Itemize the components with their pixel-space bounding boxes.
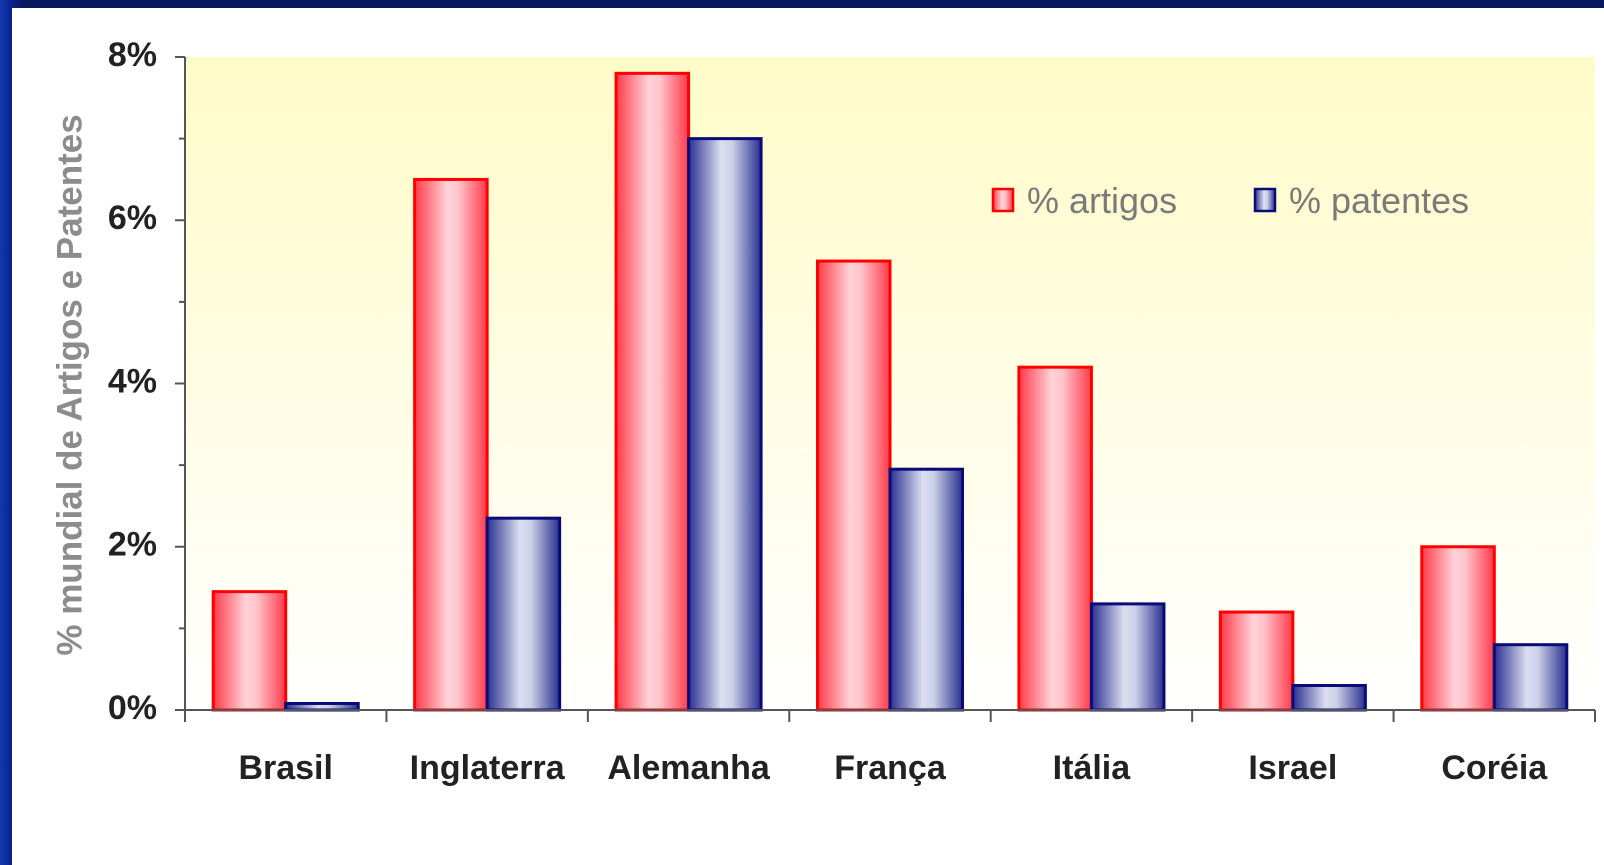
y-tick-label: 6% (108, 199, 157, 237)
category-label: Alemanha (607, 749, 771, 787)
y-tick-label: 4% (108, 362, 157, 400)
legend: % artigos % patentes (991, 180, 1469, 221)
bar-artigos (1017, 365, 1093, 712)
legend-swatch-artigos (991, 187, 1015, 213)
category-label: Israel (1248, 749, 1337, 787)
bar-artigos (413, 177, 489, 712)
bar-artigos (1218, 610, 1295, 712)
bar-artigos (1420, 545, 1496, 712)
y-axis-label: % mundial de Artigos e Patentes (50, 114, 89, 655)
bar-patentes (1291, 684, 1367, 712)
y-tick-label: 2% (108, 526, 157, 564)
category-label: Itália (1053, 749, 1132, 787)
bar-patentes (485, 516, 562, 712)
category-label: Brasil (238, 749, 333, 787)
bar-patentes (687, 137, 763, 712)
legend-label-patentes: % patentes (1289, 180, 1469, 221)
legend-label-artigos: % artigos (1027, 180, 1177, 221)
bar-patentes (1492, 643, 1569, 712)
category-label: França (834, 749, 947, 787)
y-tick-label: 0% (108, 689, 157, 727)
x-axis-ticks (184, 710, 1596, 722)
y-axis-ticks: 0% 2% 4% 6% 8% (108, 36, 185, 727)
legend-swatch-patentes (1253, 187, 1277, 213)
bar-artigos (211, 590, 288, 712)
bar-patentes (888, 467, 965, 712)
bars (211, 71, 1569, 712)
bar-artigos (815, 259, 892, 712)
bar-artigos (614, 71, 691, 712)
bar-patentes (1089, 602, 1166, 712)
y-tick-label: 8% (108, 36, 157, 74)
category-label: Coréia (1441, 749, 1548, 787)
category-labels: Brasil Inglaterra Alemanha França Itália Isra… (238, 749, 1548, 787)
category-label: Inglaterra (410, 749, 566, 787)
